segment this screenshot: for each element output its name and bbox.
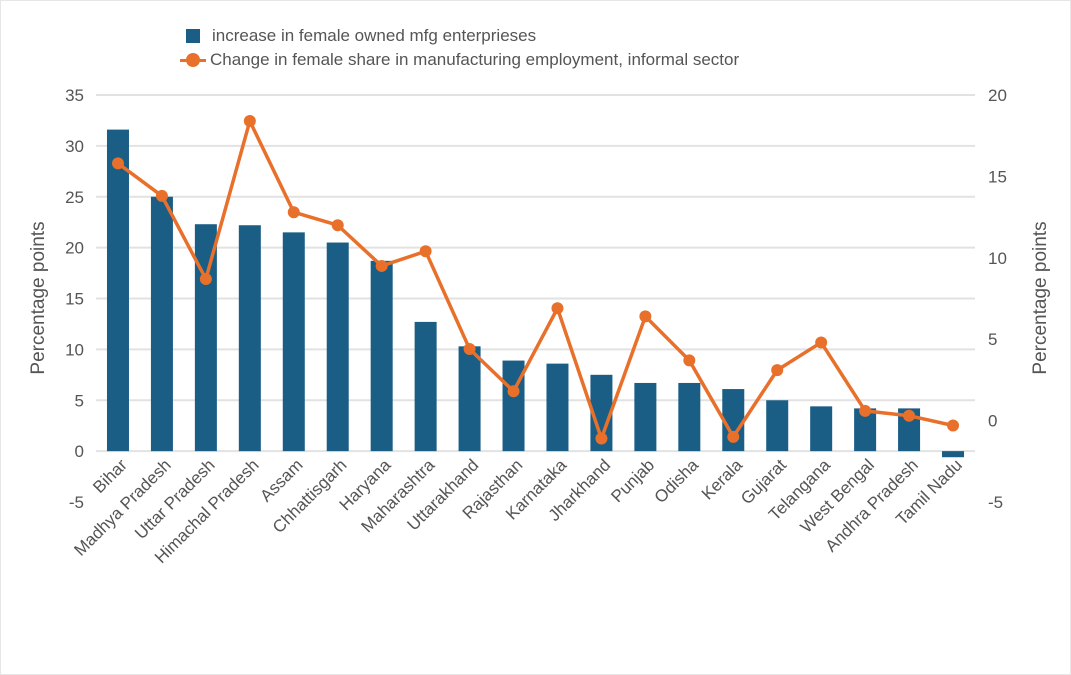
y-tick-right: 20 <box>988 86 1007 105</box>
line-point <box>595 432 608 445</box>
line-point <box>243 115 256 128</box>
y-tick-left: 25 <box>65 188 84 207</box>
bar <box>370 260 393 452</box>
y-tick-left: 35 <box>65 86 84 105</box>
line-point <box>375 259 388 272</box>
legend-item-line: Change in female share in manufacturing … <box>180 48 740 72</box>
legend-item-bars: increase in female owned mfg enterpriese… <box>184 24 739 48</box>
y-tick-left: 10 <box>65 340 84 359</box>
bar <box>766 400 789 452</box>
bar <box>678 382 701 452</box>
bar <box>282 232 305 452</box>
y-tick-right: 5 <box>988 330 997 349</box>
line-point <box>111 157 124 170</box>
bar <box>238 225 261 452</box>
line-point <box>727 430 740 443</box>
y-tick-right: 0 <box>988 412 997 431</box>
y-tick-right: 15 <box>988 167 1007 186</box>
y-tick-left: -5 <box>69 493 84 512</box>
line-point <box>199 272 212 285</box>
y-tick-left: 30 <box>65 137 84 156</box>
y-tick-right: 10 <box>988 249 1007 268</box>
line-point <box>419 245 432 258</box>
bar <box>810 406 833 452</box>
line-point <box>155 189 168 202</box>
legend: increase in female owned mfg enterpriese… <box>180 24 740 72</box>
bar <box>942 451 965 458</box>
y-axis-label-left: Percentage points <box>28 221 49 374</box>
y-tick-left: 5 <box>75 391 84 410</box>
bar <box>854 408 877 452</box>
line-point <box>815 336 828 349</box>
line-point <box>903 409 916 422</box>
y-tick-left: 15 <box>65 290 84 309</box>
legend-label-line: Change in female share in manufacturing … <box>210 50 740 69</box>
y-tick-left: 0 <box>75 442 84 461</box>
line-point <box>551 302 564 315</box>
bar <box>326 242 349 452</box>
legend-swatch-bar <box>186 29 200 43</box>
line-point <box>463 342 476 355</box>
legend-label-bars: increase in female owned mfg enterpriese… <box>212 26 537 45</box>
bar <box>634 382 657 452</box>
y-axis-label-right: Percentage points <box>1030 221 1051 374</box>
bar <box>194 224 217 452</box>
y-tick-left: 20 <box>65 239 84 258</box>
bar <box>414 321 437 452</box>
bar <box>458 346 481 452</box>
line-point <box>507 385 520 398</box>
line-point <box>859 404 872 417</box>
bar <box>150 196 173 452</box>
line-point <box>287 206 300 219</box>
line-point <box>639 310 652 323</box>
y-tick-right: -5 <box>988 493 1003 512</box>
x-tick-label: Odisha <box>651 455 703 507</box>
line-point <box>683 354 696 367</box>
legend-swatch-line <box>180 53 206 67</box>
bar <box>590 374 613 452</box>
x-tick-label: Punjab <box>607 455 658 506</box>
bar <box>106 129 129 452</box>
series-line <box>116 119 954 441</box>
bar <box>546 363 569 452</box>
line-point <box>331 219 344 232</box>
bar <box>898 408 921 452</box>
line-point <box>947 419 960 432</box>
line-point <box>771 364 784 377</box>
